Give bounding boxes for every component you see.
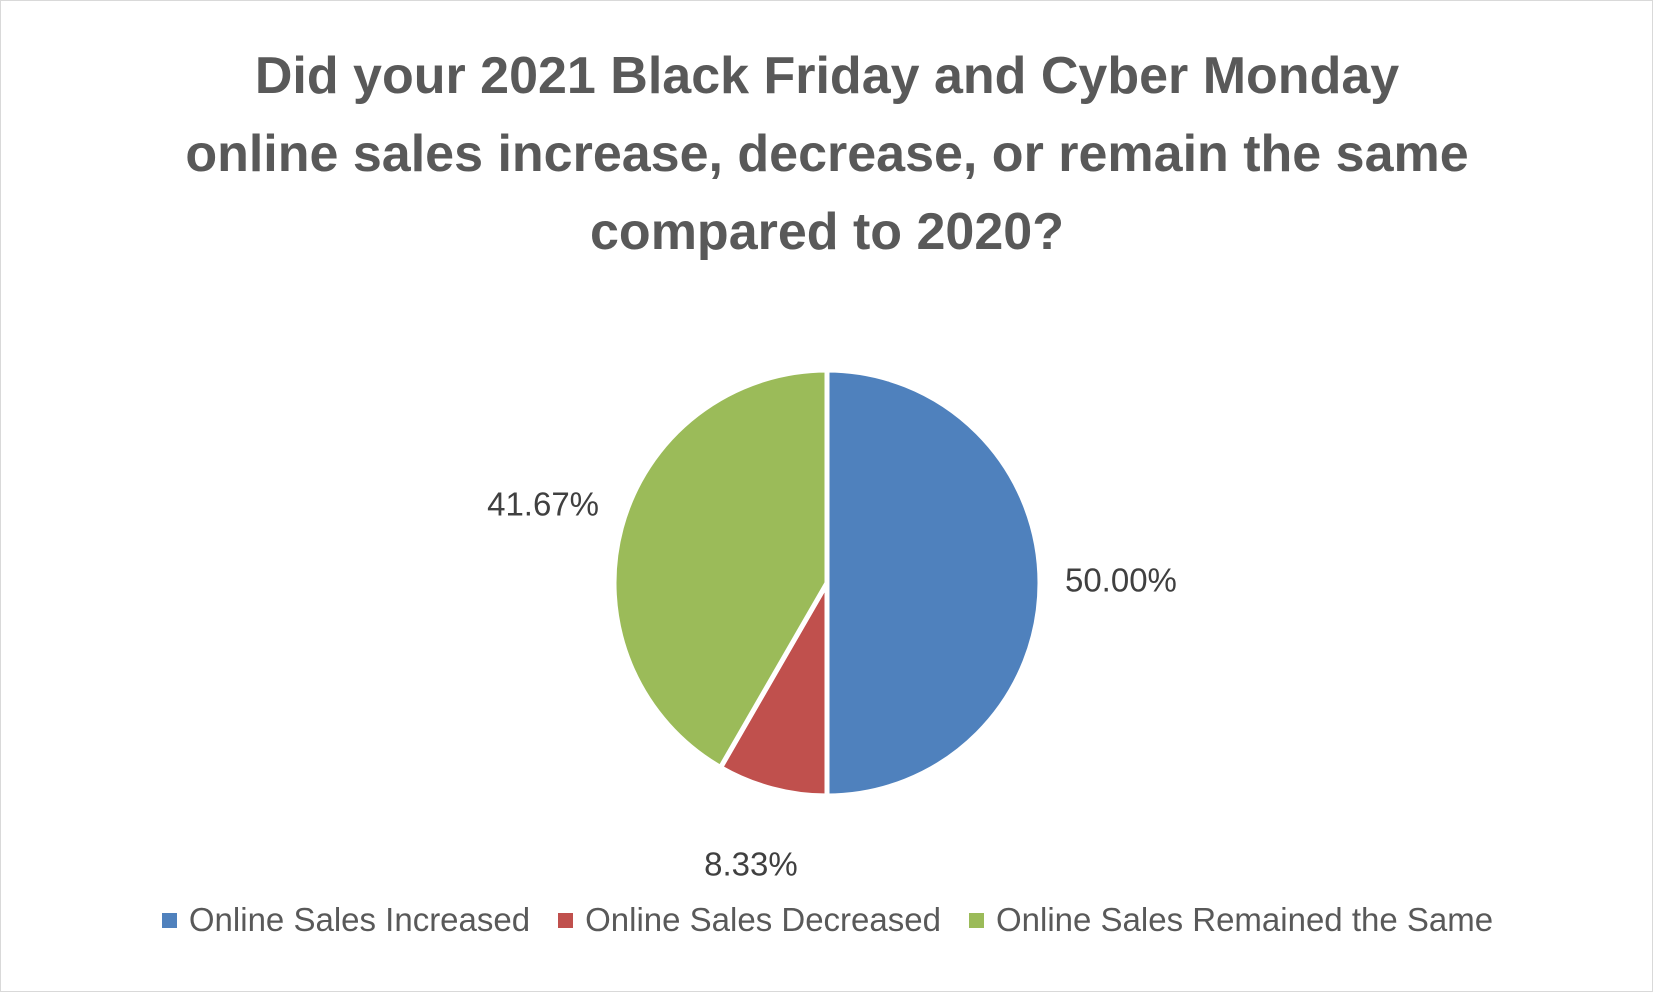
pie-slice [717, 573, 830, 799]
data-label: 50.00% [1065, 562, 1177, 599]
legend-entry: Online Sales Decreased [558, 901, 941, 939]
chart-title: Did your 2021 Black Friday and Cyber Mon… [185, 47, 1469, 261]
legend-swatch [558, 912, 574, 928]
legend-entry: Online Sales Remained the Same [968, 901, 1494, 939]
legend-swatch [161, 912, 177, 928]
pie-slice [824, 367, 1043, 799]
legend-entry: Online Sales Increased [161, 901, 531, 939]
legend-swatch [968, 912, 984, 928]
pie-slice [611, 367, 830, 771]
data-label: 41.67% [487, 486, 599, 523]
data-label: 8.33% [704, 846, 798, 883]
legend-label: Online Sales Remained the Same [995, 901, 1494, 938]
legend-label: Online Sales Increased [188, 901, 531, 938]
legend: Online Sales Increased Online Sales Decre… [1, 901, 1653, 939]
legend-label: Online Sales Decreased [585, 901, 941, 938]
